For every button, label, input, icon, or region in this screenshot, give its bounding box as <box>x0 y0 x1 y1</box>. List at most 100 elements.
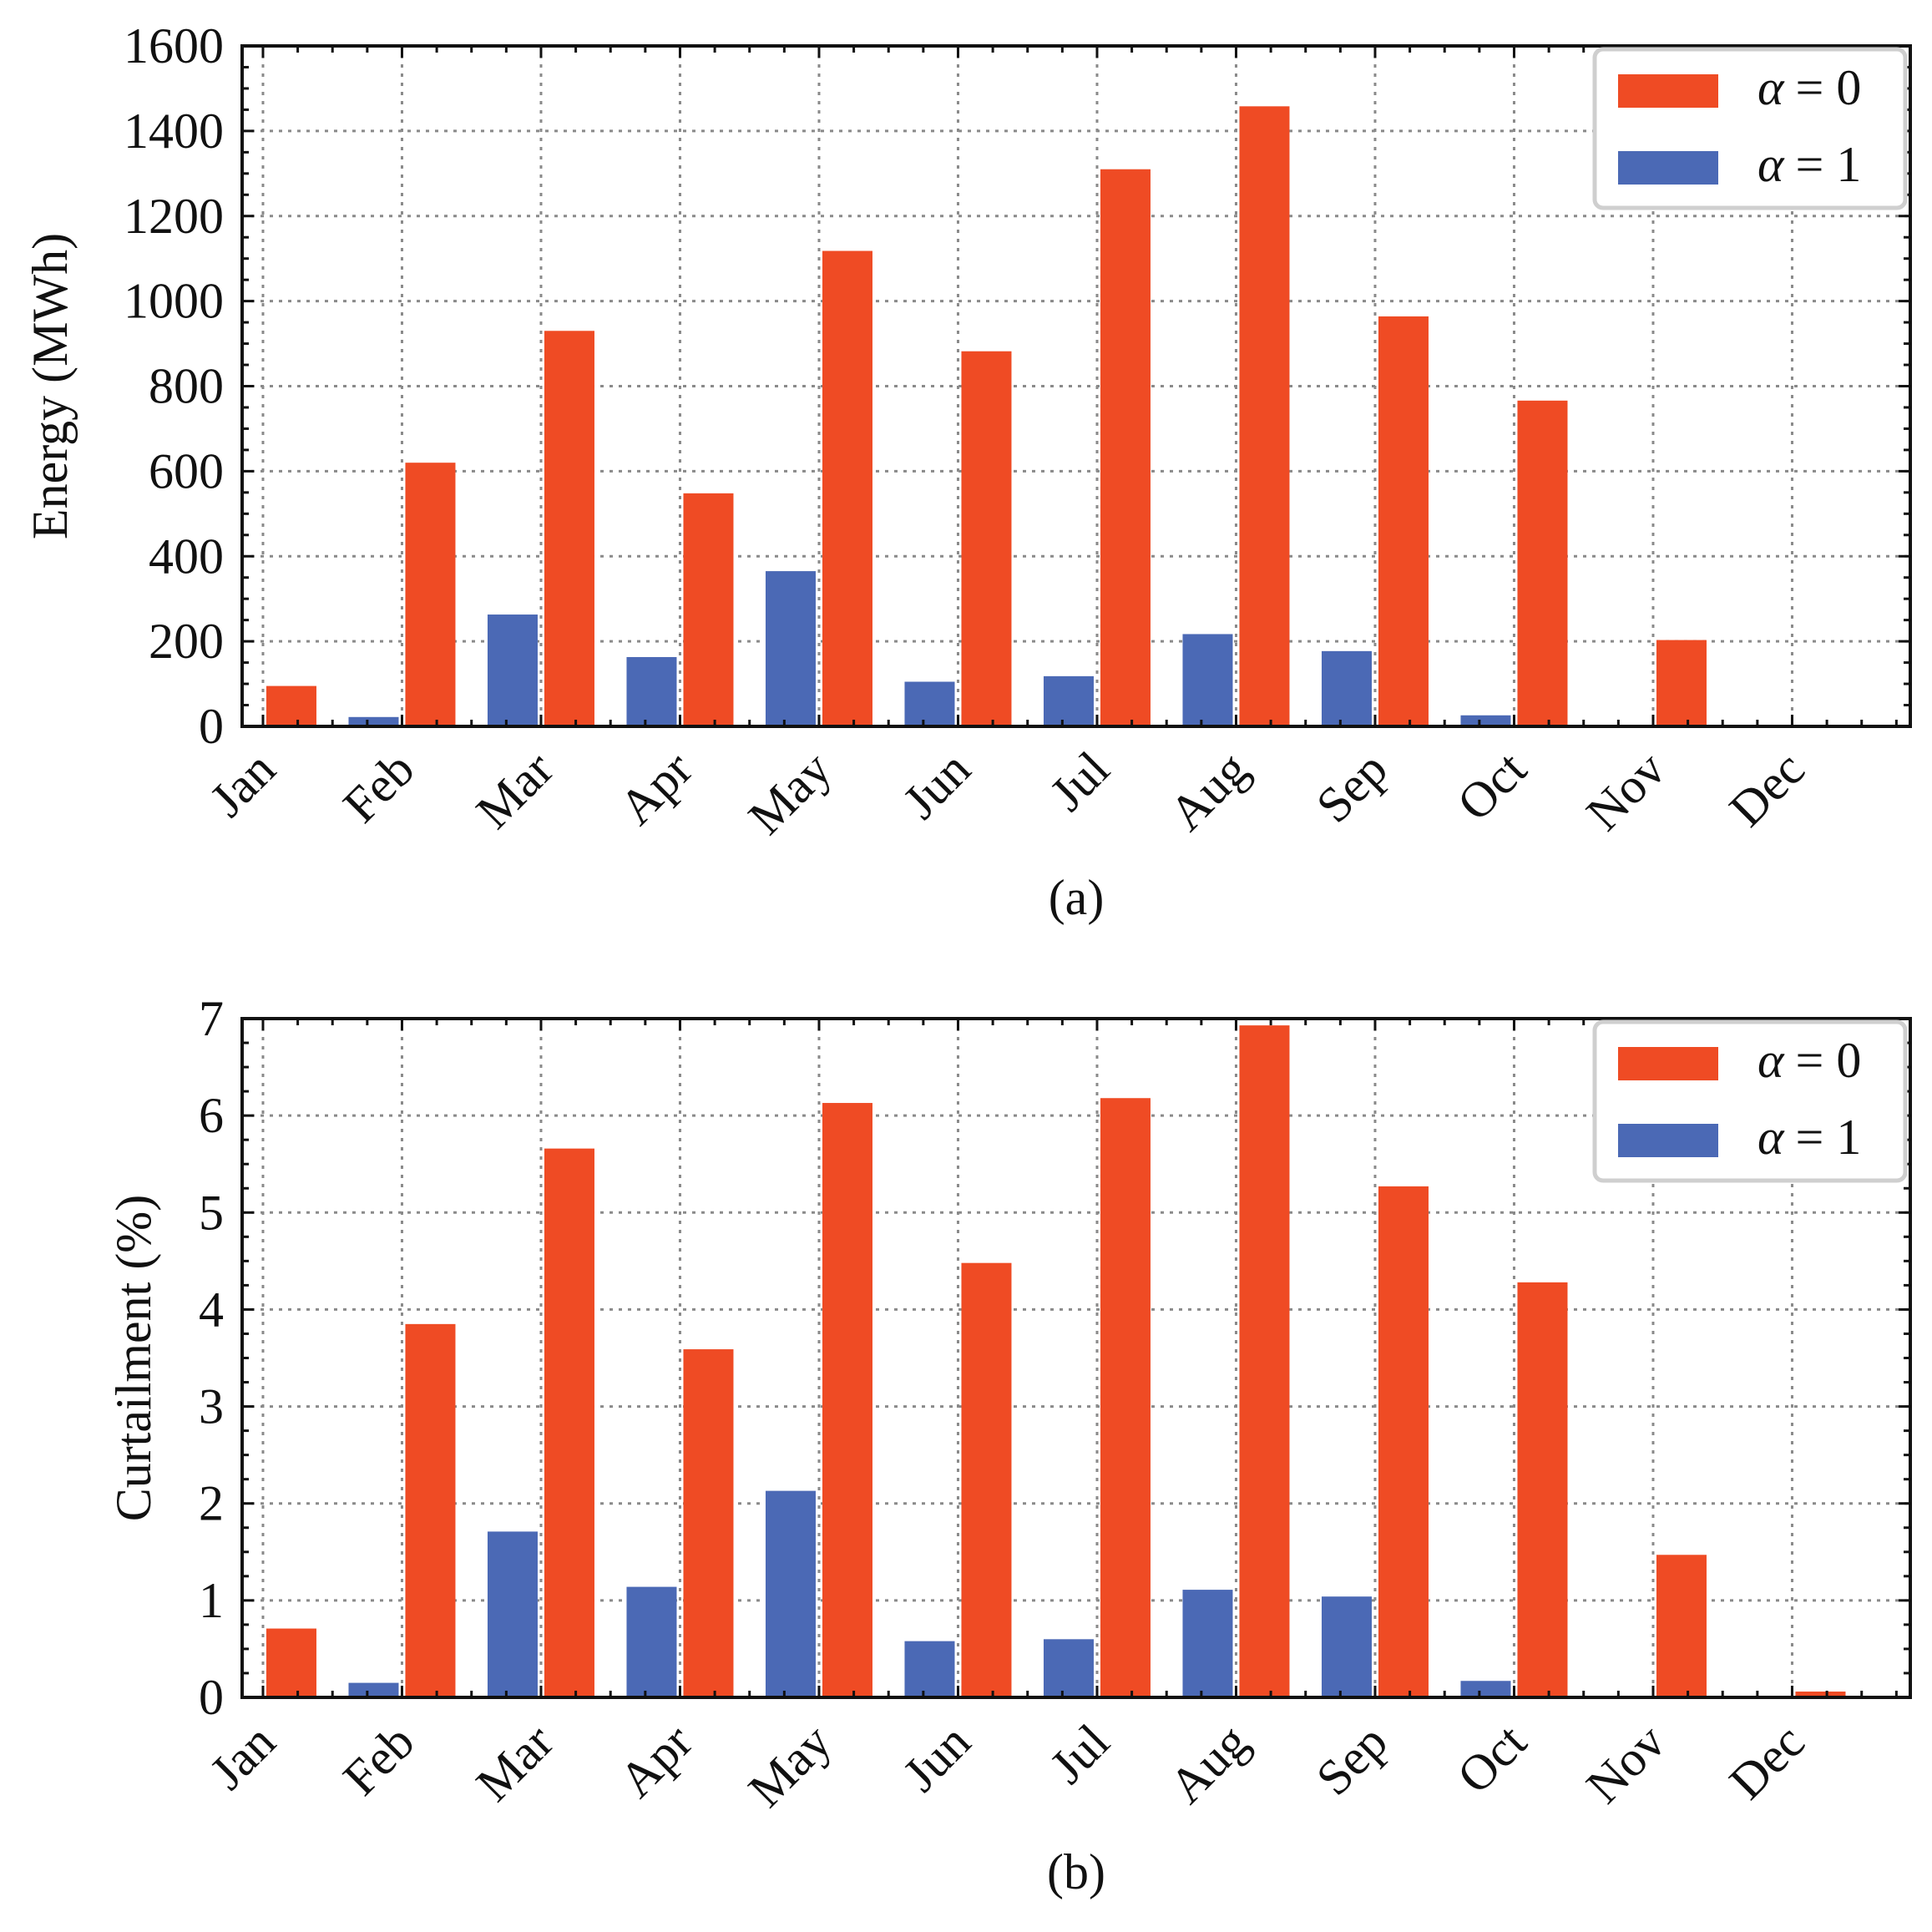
legend: α = 0α = 1 <box>1592 47 1908 210</box>
bar-alpha0-apr <box>683 1349 734 1697</box>
y-tick-label: 3 <box>199 1379 224 1434</box>
bar-alpha0-jan <box>266 685 316 726</box>
bar-alpha0-mar <box>544 331 594 726</box>
bar-alpha1-feb <box>348 1682 399 1697</box>
bar-alpha1-may <box>765 571 816 726</box>
x-tick-label-dec: Dec <box>1719 1714 1815 1810</box>
x-tick-label-mar: Mar <box>466 1714 564 1812</box>
x-tick-label-mar: Mar <box>466 741 564 839</box>
x-tick-label-jun: Jun <box>893 741 981 830</box>
x-tick-label-oct: Oct <box>1447 741 1537 831</box>
bar-alpha0-nov <box>1656 1555 1707 1697</box>
bar-alpha0-nov <box>1656 640 1707 726</box>
y-tick-label: 2 <box>199 1476 224 1531</box>
legend-swatch-alpha1 <box>1618 1124 1718 1157</box>
bar-alpha0-oct <box>1517 1282 1568 1697</box>
legend-label-alpha0: α = 0 <box>1758 1033 1861 1088</box>
y-axis-title: Curtailment (%) <box>106 1195 161 1522</box>
bar-alpha1-apr <box>626 656 677 726</box>
bar-alpha1-jul <box>1043 675 1094 726</box>
bar-alpha0-oct <box>1517 400 1568 726</box>
bar-alpha1-mar <box>487 614 538 726</box>
y-axis-title: Energy (MWh) <box>23 233 78 539</box>
bar-alpha1-sep <box>1321 650 1372 726</box>
legend-value: = 1 <box>1796 137 1862 192</box>
x-tick-label-aug: Aug <box>1159 1714 1259 1814</box>
bar-alpha1-oct <box>1460 1681 1511 1697</box>
bar-alpha0-jul <box>1100 169 1151 726</box>
y-tick-label: 1400 <box>124 104 224 159</box>
bar-alpha0-feb <box>405 463 456 726</box>
bar-alpha0-jan <box>266 1628 316 1697</box>
y-tick-label: 5 <box>199 1185 224 1240</box>
y-tick-label: 800 <box>149 359 224 414</box>
x-tick-label-apr: Apr <box>609 1714 703 1808</box>
legend-symbol: α <box>1758 1033 1785 1088</box>
legend-value: = 0 <box>1796 60 1862 115</box>
y-tick-label: 400 <box>149 529 224 584</box>
legend-label-alpha0: α = 0 <box>1758 60 1861 115</box>
bar-alpha0-jun <box>961 1262 1012 1697</box>
y-tick-label: 4 <box>199 1282 224 1337</box>
x-tick-label-feb: Feb <box>332 1714 424 1806</box>
bar-alpha1-aug <box>1182 1590 1233 1697</box>
x-tick-label-jul: Jul <box>1039 1714 1120 1794</box>
y-tick-label: 200 <box>149 614 224 669</box>
bar-alpha1-mar <box>487 1531 538 1697</box>
legend-symbol: α <box>1758 137 1785 192</box>
bar-alpha0-dec <box>1795 1692 1846 1697</box>
bar-alpha0-feb <box>405 1323 456 1697</box>
panel-caption: (a) <box>1049 870 1105 925</box>
bar-alpha0-sep <box>1378 1186 1429 1697</box>
legend-value: = 1 <box>1796 1110 1862 1165</box>
curtailment-chart-panel: 0 1 2 3 4 5 6 7 Jan Feb Mar Apr May Jun Jul Aug Sep Oct No… <box>106 991 1912 1899</box>
bar-alpha1-oct <box>1460 715 1511 726</box>
y-tick-label: 1600 <box>124 18 224 73</box>
y-tick-label: 6 <box>199 1088 224 1143</box>
legend-value: = 0 <box>1796 1033 1862 1088</box>
bar-alpha1-apr <box>626 1586 677 1697</box>
bar-alpha0-aug <box>1239 106 1290 727</box>
x-tick-label-oct: Oct <box>1447 1713 1537 1803</box>
y-tick-label: 1 <box>199 1573 224 1628</box>
bar-alpha1-jun <box>904 681 955 726</box>
x-tick-label-sep: Sep <box>1306 1714 1398 1806</box>
x-tick-label-jun: Jun <box>893 1714 981 1803</box>
x-tick-label-nov: Nov <box>1575 1714 1676 1814</box>
legend-symbol: α <box>1758 60 1785 115</box>
y-tick-label: 1000 <box>124 274 224 329</box>
bar-alpha1-may <box>765 1490 816 1697</box>
energy-chart-panel: 0 200 400 600 800 1000 1200 1400 1600 Jan Feb Mar Ap… <box>23 18 1912 925</box>
y-tick-label: 600 <box>149 443 224 498</box>
bar-alpha1-jun <box>904 1641 955 1697</box>
bar-alpha1-sep <box>1321 1596 1372 1697</box>
x-tick-label-dec: Dec <box>1719 741 1815 837</box>
panel-caption: (b) <box>1047 1844 1105 1899</box>
y-tick-label: 1200 <box>124 189 224 244</box>
x-tick-label-jul: Jul <box>1039 741 1120 822</box>
bar-alpha0-may <box>822 1103 872 1697</box>
bar-alpha0-jul <box>1100 1098 1151 1697</box>
y-tick-label: 7 <box>199 991 224 1046</box>
x-tick-label-jan: Jan <box>200 1714 286 1800</box>
x-tick-label-apr: Apr <box>609 741 703 836</box>
x-tick-label-sep: Sep <box>1306 741 1398 833</box>
bar-alpha0-may <box>822 250 872 726</box>
legend-swatch-alpha1 <box>1618 151 1718 185</box>
legend-label-alpha1: α = 1 <box>1758 1110 1861 1165</box>
bar-alpha0-apr <box>683 493 734 726</box>
bar-alpha0-jun <box>961 351 1012 726</box>
x-tick-label-jan: Jan <box>200 741 286 827</box>
x-tick-label-may: May <box>738 741 842 845</box>
legend-symbol: α <box>1758 1110 1785 1165</box>
x-tick-label-may: May <box>738 1714 842 1818</box>
bar-alpha1-jul <box>1043 1639 1094 1697</box>
bar-alpha1-aug <box>1182 634 1233 726</box>
x-tick-label-nov: Nov <box>1575 741 1676 842</box>
bar-alpha0-sep <box>1378 316 1429 726</box>
legend-swatch-alpha0 <box>1618 74 1718 108</box>
legend: α = 0α = 1 <box>1592 1019 1908 1183</box>
x-tick-label-feb: Feb <box>332 741 424 833</box>
y-tick-label: 0 <box>199 1670 224 1725</box>
